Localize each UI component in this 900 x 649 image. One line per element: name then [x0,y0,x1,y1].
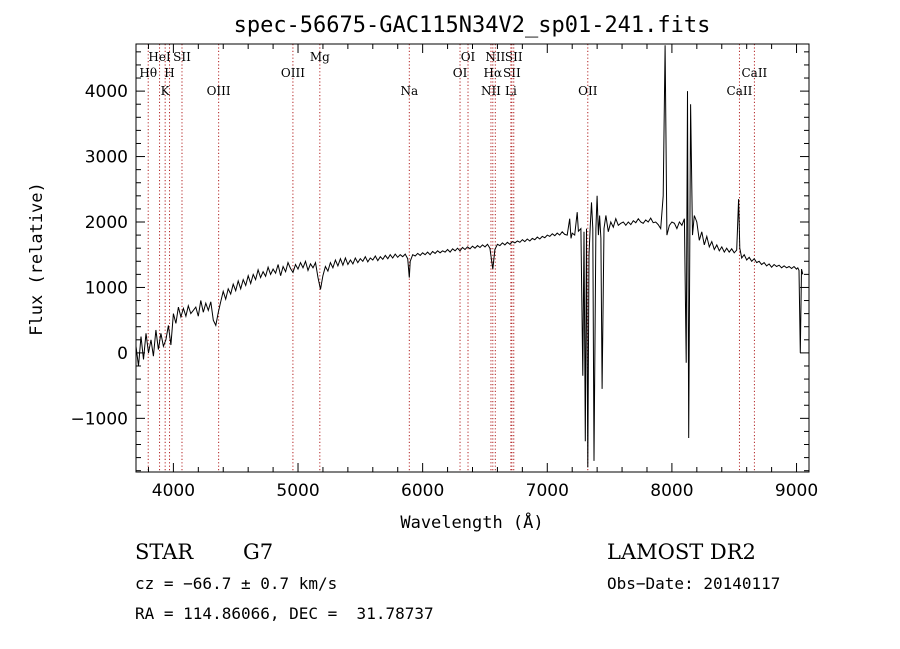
spectral-line-label: Na [400,84,418,98]
y-tick-label: 3000 [85,148,128,168]
x-tick-label: 5000 [276,481,319,501]
redshift-cz: cz = −66.7 ± 0.7 km/s [135,574,338,593]
spectral-line-label: SII [505,50,523,64]
spectral-line-label: CaII [727,84,753,98]
spectral-line-label: Li [505,84,517,98]
x-tick-label: 8000 [650,481,693,501]
x-tick-label: 6000 [401,481,444,501]
spectral-line-label: OI [453,66,468,80]
spectral-line-label: CaII [741,66,767,80]
ra-dec: RA = 114.86066, DEC = 31.78737 [135,604,434,623]
y-tick-label: −1000 [70,409,128,429]
spectral-line-label: HeI [148,50,171,64]
spectrum-series [135,45,804,468]
spectral-line-label: K [161,84,171,98]
object-subclass: G7 [243,540,274,564]
spectral-line-label: Hθ [139,66,157,80]
y-tick-label: 1000 [85,278,128,298]
spectral-line-label: SII [503,66,521,80]
x-tick-label: 4000 [152,481,195,501]
spectral-line-label: OI [461,50,476,64]
y-tick-label: 2000 [85,213,128,233]
spectral-line-label: OII [578,84,598,98]
spectral-line-label: H [164,66,174,80]
spectral-line-label: SII [173,50,191,64]
obs-date: Obs−Date: 20140117 [607,574,781,593]
x-tick-label: 7000 [526,481,569,501]
spectral-line-label: NII [485,50,505,64]
survey-name: LAMOST DR2 [607,540,756,564]
axis-ticks: 4000 5000 6000 7000 8000 9000 −1000 0 1000 2000 30… [70,44,818,501]
spectrum-line [135,45,804,468]
x-axis-label: Wavelength (Å) [400,511,543,533]
spectral-line-label: Mg [310,50,330,64]
spectral-line-label: OIII [207,84,231,98]
chart-title: spec-56675-GAC115N34V2_sp01-241.fits [234,13,711,38]
object-class: STAR [135,540,194,564]
spectral-line-label: NII [481,84,501,98]
y-axis-label: Flux (relative) [27,182,47,336]
y-tick-label: 0 [117,344,128,364]
y-tick-label: 4000 [85,82,128,102]
plot-frame [135,43,810,473]
spectral-line-label: OIII [281,66,305,80]
x-tick-label: 9000 [775,481,818,501]
spectral-line-label: Hα [484,66,503,80]
